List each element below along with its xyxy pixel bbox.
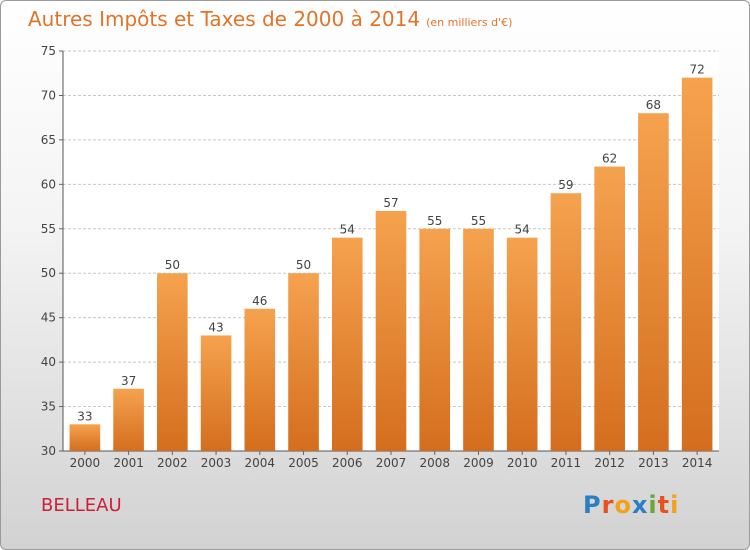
logo-letter: x: [631, 491, 649, 519]
y-tick-label: 45: [41, 311, 56, 325]
chart-subtitle: (en milliers d'€): [426, 16, 513, 29]
data-label: 57: [383, 196, 398, 210]
chart-title: Autres Impôts et Taxes de 2000 à 2014 (en…: [28, 7, 512, 31]
x-tick-label: 2001: [113, 456, 144, 470]
bar: [419, 228, 451, 451]
bar: [69, 424, 101, 451]
x-tick-label: 2012: [594, 456, 625, 470]
data-label: 68: [646, 98, 661, 112]
bar: [681, 77, 713, 452]
bar: [157, 273, 188, 451]
x-tick-label: 2002: [157, 456, 188, 470]
x-tick-label: 2007: [376, 456, 407, 470]
data-label: 50: [296, 258, 311, 272]
data-label: 54: [340, 223, 355, 237]
data-label: 72: [689, 63, 704, 77]
logo-letter: r: [601, 491, 615, 519]
y-tick-label: 40: [41, 355, 56, 369]
y-tick-label: 35: [41, 400, 56, 414]
data-label: 50: [165, 258, 180, 272]
data-label: 55: [427, 214, 442, 228]
x-tick-label: 2004: [245, 456, 276, 470]
x-tick-label: 2006: [332, 456, 363, 470]
data-label: 43: [208, 320, 223, 334]
y-tick-label: 50: [41, 266, 56, 280]
bar: [288, 273, 319, 451]
data-label: 33: [77, 409, 92, 423]
proxiti-logo: Proxiti: [583, 491, 679, 519]
logo-letter: i: [648, 491, 658, 519]
x-tick-label: 2014: [682, 456, 713, 470]
x-tick-label: 2011: [551, 456, 582, 470]
bar: [550, 193, 582, 451]
data-label: 59: [558, 178, 573, 192]
y-tick-label: 65: [41, 133, 56, 147]
bar: [375, 211, 407, 451]
bar: [506, 237, 538, 451]
x-tick-label: 2008: [419, 456, 450, 470]
y-tick-label: 55: [41, 222, 56, 236]
bar: [113, 388, 144, 451]
bar: [638, 113, 669, 451]
data-label: 62: [602, 152, 617, 166]
x-tick-label: 2003: [201, 456, 232, 470]
bar: [594, 166, 625, 452]
data-label: 37: [121, 374, 136, 388]
y-tick-label: 75: [41, 44, 56, 58]
logo-letter: t: [657, 491, 671, 519]
chart-title-text: Autres Impôts et Taxes de 2000 à 2014: [28, 7, 421, 31]
bar: [200, 335, 232, 451]
x-tick-label: 2009: [463, 456, 494, 470]
y-tick-label: 60: [41, 177, 56, 191]
data-label: 55: [471, 214, 486, 228]
x-tick-label: 2005: [288, 456, 319, 470]
bar: [463, 228, 494, 451]
bar: [244, 308, 276, 451]
y-tick-label: 30: [41, 444, 56, 458]
data-label: 54: [515, 223, 530, 237]
logo-letter: P: [583, 491, 602, 519]
bar: [331, 237, 363, 451]
data-label: 46: [252, 294, 267, 308]
logo-letter: o: [614, 491, 632, 519]
x-tick-label: 2013: [638, 456, 669, 470]
x-tick-label: 2000: [70, 456, 101, 470]
logo-letter: i: [670, 491, 680, 519]
x-tick-label: 2010: [507, 456, 538, 470]
y-tick-label: 70: [41, 88, 56, 102]
location-label: BELLEAU: [41, 495, 122, 516]
